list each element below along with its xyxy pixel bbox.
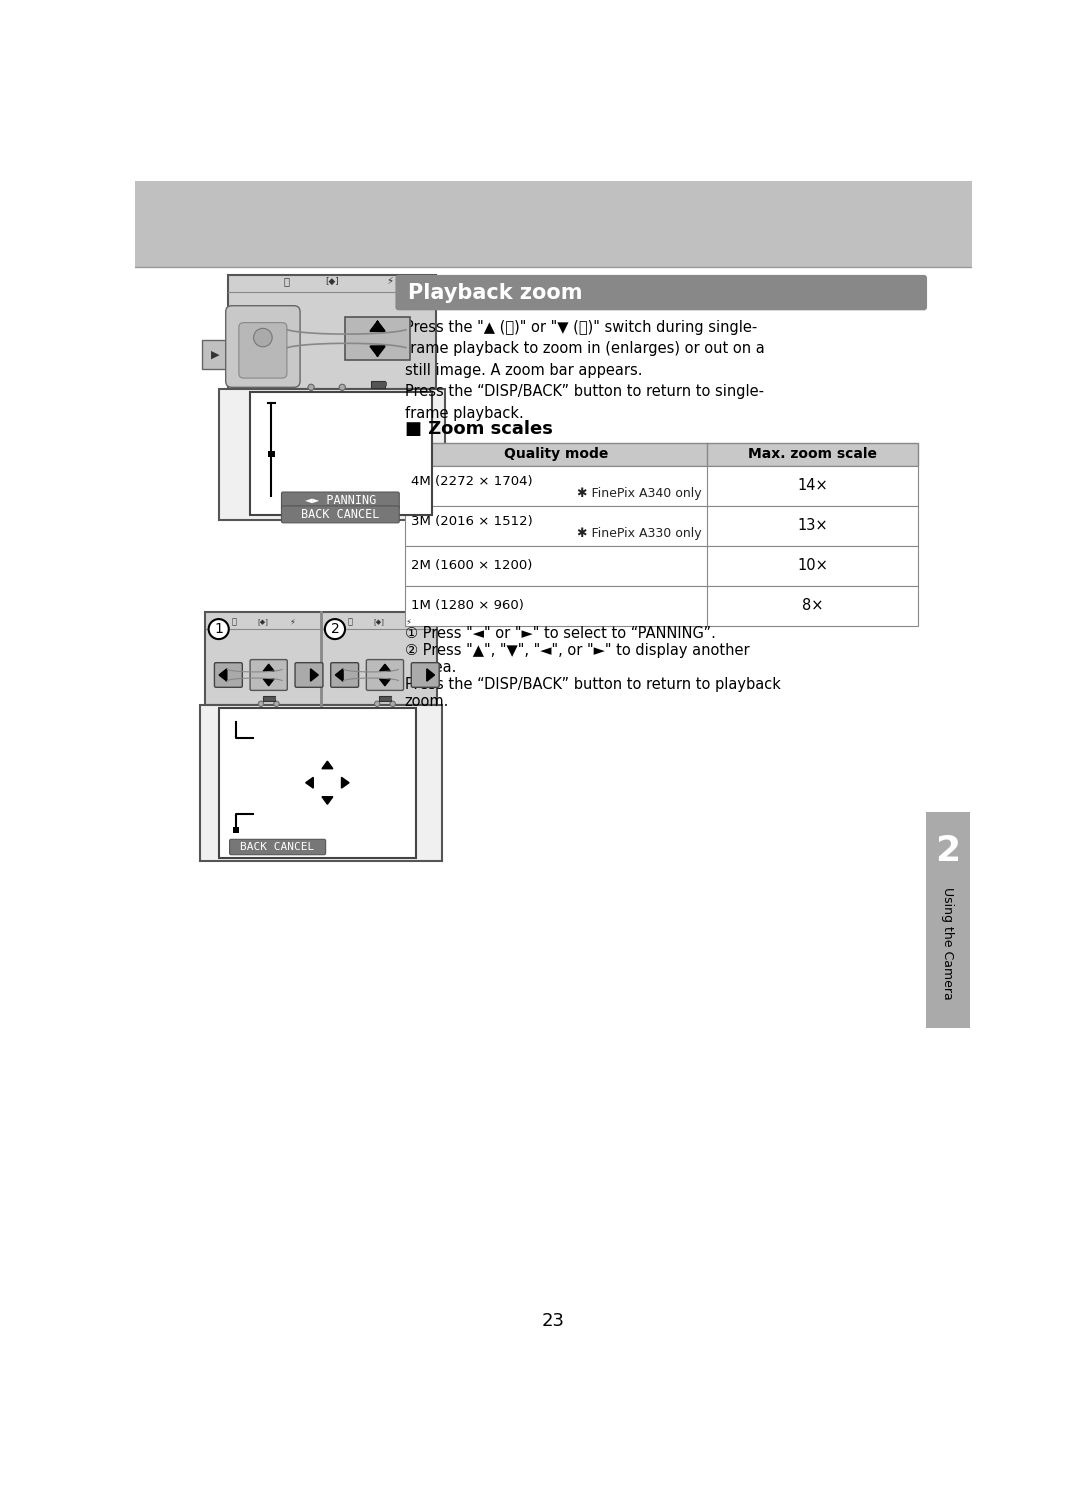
Bar xyxy=(391,697,392,700)
Circle shape xyxy=(273,701,279,706)
Bar xyxy=(926,813,971,1028)
Text: [◆]: [◆] xyxy=(325,276,339,285)
Text: 13×: 13× xyxy=(797,519,828,534)
Text: zoom.: zoom. xyxy=(405,694,449,709)
Polygon shape xyxy=(264,679,274,686)
Circle shape xyxy=(258,701,264,706)
Text: 2M (1600 × 1200): 2M (1600 × 1200) xyxy=(410,559,532,573)
Bar xyxy=(262,695,274,701)
Polygon shape xyxy=(322,762,333,769)
Text: 🌼: 🌼 xyxy=(231,617,237,626)
FancyBboxPatch shape xyxy=(251,659,287,691)
Bar xyxy=(200,704,442,861)
Text: [◆]: [◆] xyxy=(374,618,384,624)
Polygon shape xyxy=(379,679,390,686)
FancyBboxPatch shape xyxy=(330,662,359,688)
Text: 1: 1 xyxy=(214,623,224,636)
Polygon shape xyxy=(427,670,434,682)
Circle shape xyxy=(325,620,345,639)
Text: ◄► PANNING: ◄► PANNING xyxy=(305,495,376,507)
Bar xyxy=(405,546,918,587)
Polygon shape xyxy=(311,670,319,682)
Text: area.: area. xyxy=(405,661,456,676)
Text: Quality mode: Quality mode xyxy=(504,448,608,461)
Polygon shape xyxy=(379,664,390,671)
Bar xyxy=(249,392,432,516)
FancyBboxPatch shape xyxy=(239,323,287,379)
Circle shape xyxy=(339,385,346,391)
Text: BACK CANCEL: BACK CANCEL xyxy=(301,508,379,520)
FancyBboxPatch shape xyxy=(295,662,323,688)
FancyBboxPatch shape xyxy=(395,274,927,311)
Text: 14×: 14× xyxy=(797,478,828,493)
Text: ✱ FinePix A340 only: ✱ FinePix A340 only xyxy=(577,487,701,501)
Text: Using the Camera: Using the Camera xyxy=(942,887,955,1000)
Bar xyxy=(405,443,918,466)
Bar xyxy=(405,466,918,505)
Circle shape xyxy=(375,701,380,706)
Polygon shape xyxy=(370,321,384,332)
Text: 10×: 10× xyxy=(797,558,828,573)
FancyBboxPatch shape xyxy=(226,306,300,388)
Text: 23: 23 xyxy=(542,1312,565,1330)
Text: ▶: ▶ xyxy=(212,350,220,360)
Circle shape xyxy=(254,329,272,347)
Polygon shape xyxy=(370,347,384,356)
Text: ■ Zoom scales: ■ Zoom scales xyxy=(405,419,553,437)
Text: ⚡: ⚡ xyxy=(405,617,411,626)
Polygon shape xyxy=(341,777,349,789)
Text: 🌼: 🌼 xyxy=(348,617,352,626)
Bar xyxy=(345,317,410,360)
Bar xyxy=(135,181,972,267)
Circle shape xyxy=(308,385,314,391)
Text: ✱ FinePix A330 only: ✱ FinePix A330 only xyxy=(577,528,701,540)
Text: Playback zoom: Playback zoom xyxy=(408,282,582,303)
Bar xyxy=(405,505,918,546)
FancyBboxPatch shape xyxy=(202,339,229,369)
Polygon shape xyxy=(264,664,274,671)
Text: 8×: 8× xyxy=(801,599,823,614)
Text: 4M (2272 × 1704): 4M (2272 × 1704) xyxy=(410,475,532,487)
Text: 2: 2 xyxy=(330,623,339,636)
Bar xyxy=(218,389,445,520)
FancyBboxPatch shape xyxy=(230,840,326,855)
Text: 🌼: 🌼 xyxy=(283,276,289,287)
Bar xyxy=(379,695,391,701)
Text: ⚡: ⚡ xyxy=(387,276,393,287)
Text: Max. zoom scale: Max. zoom scale xyxy=(748,448,877,461)
FancyBboxPatch shape xyxy=(411,662,440,688)
Bar xyxy=(218,707,416,858)
Polygon shape xyxy=(219,670,227,682)
FancyBboxPatch shape xyxy=(282,492,400,510)
Polygon shape xyxy=(335,670,343,682)
Bar xyxy=(405,587,918,626)
Bar xyxy=(384,382,387,386)
Bar xyxy=(274,697,276,700)
Bar xyxy=(370,382,384,388)
Circle shape xyxy=(390,701,395,706)
Text: ① Press "◄" or "►" to select to “PANNING”.: ① Press "◄" or "►" to select to “PANNING… xyxy=(405,626,716,641)
Bar xyxy=(232,826,239,832)
Text: BACK CANCEL: BACK CANCEL xyxy=(241,841,314,852)
Text: 3M (2016 × 1512): 3M (2016 × 1512) xyxy=(410,514,532,528)
Bar xyxy=(228,274,435,389)
FancyBboxPatch shape xyxy=(366,659,404,691)
Text: [◆]: [◆] xyxy=(257,618,268,624)
Circle shape xyxy=(208,620,229,639)
Polygon shape xyxy=(306,777,313,789)
Text: Press the "▲ (⬜)" or "▼ (⬜)" switch during single-
frame playback to zoom in (en: Press the "▲ (⬜)" or "▼ (⬜)" switch duri… xyxy=(405,320,765,421)
Text: 2: 2 xyxy=(935,834,960,869)
FancyBboxPatch shape xyxy=(215,662,242,688)
Bar xyxy=(205,612,437,704)
Text: 1M (1280 × 960): 1M (1280 × 960) xyxy=(410,600,524,612)
Text: ⚡: ⚡ xyxy=(289,617,295,626)
Text: ② Press "▲", "▼", "◄", or "►" to display another: ② Press "▲", "▼", "◄", or "►" to display… xyxy=(405,642,750,657)
Bar xyxy=(268,451,275,457)
FancyBboxPatch shape xyxy=(282,505,400,523)
Text: Press the “DISP/BACK” button to return to playback: Press the “DISP/BACK” button to return t… xyxy=(405,677,781,692)
Polygon shape xyxy=(322,796,333,804)
